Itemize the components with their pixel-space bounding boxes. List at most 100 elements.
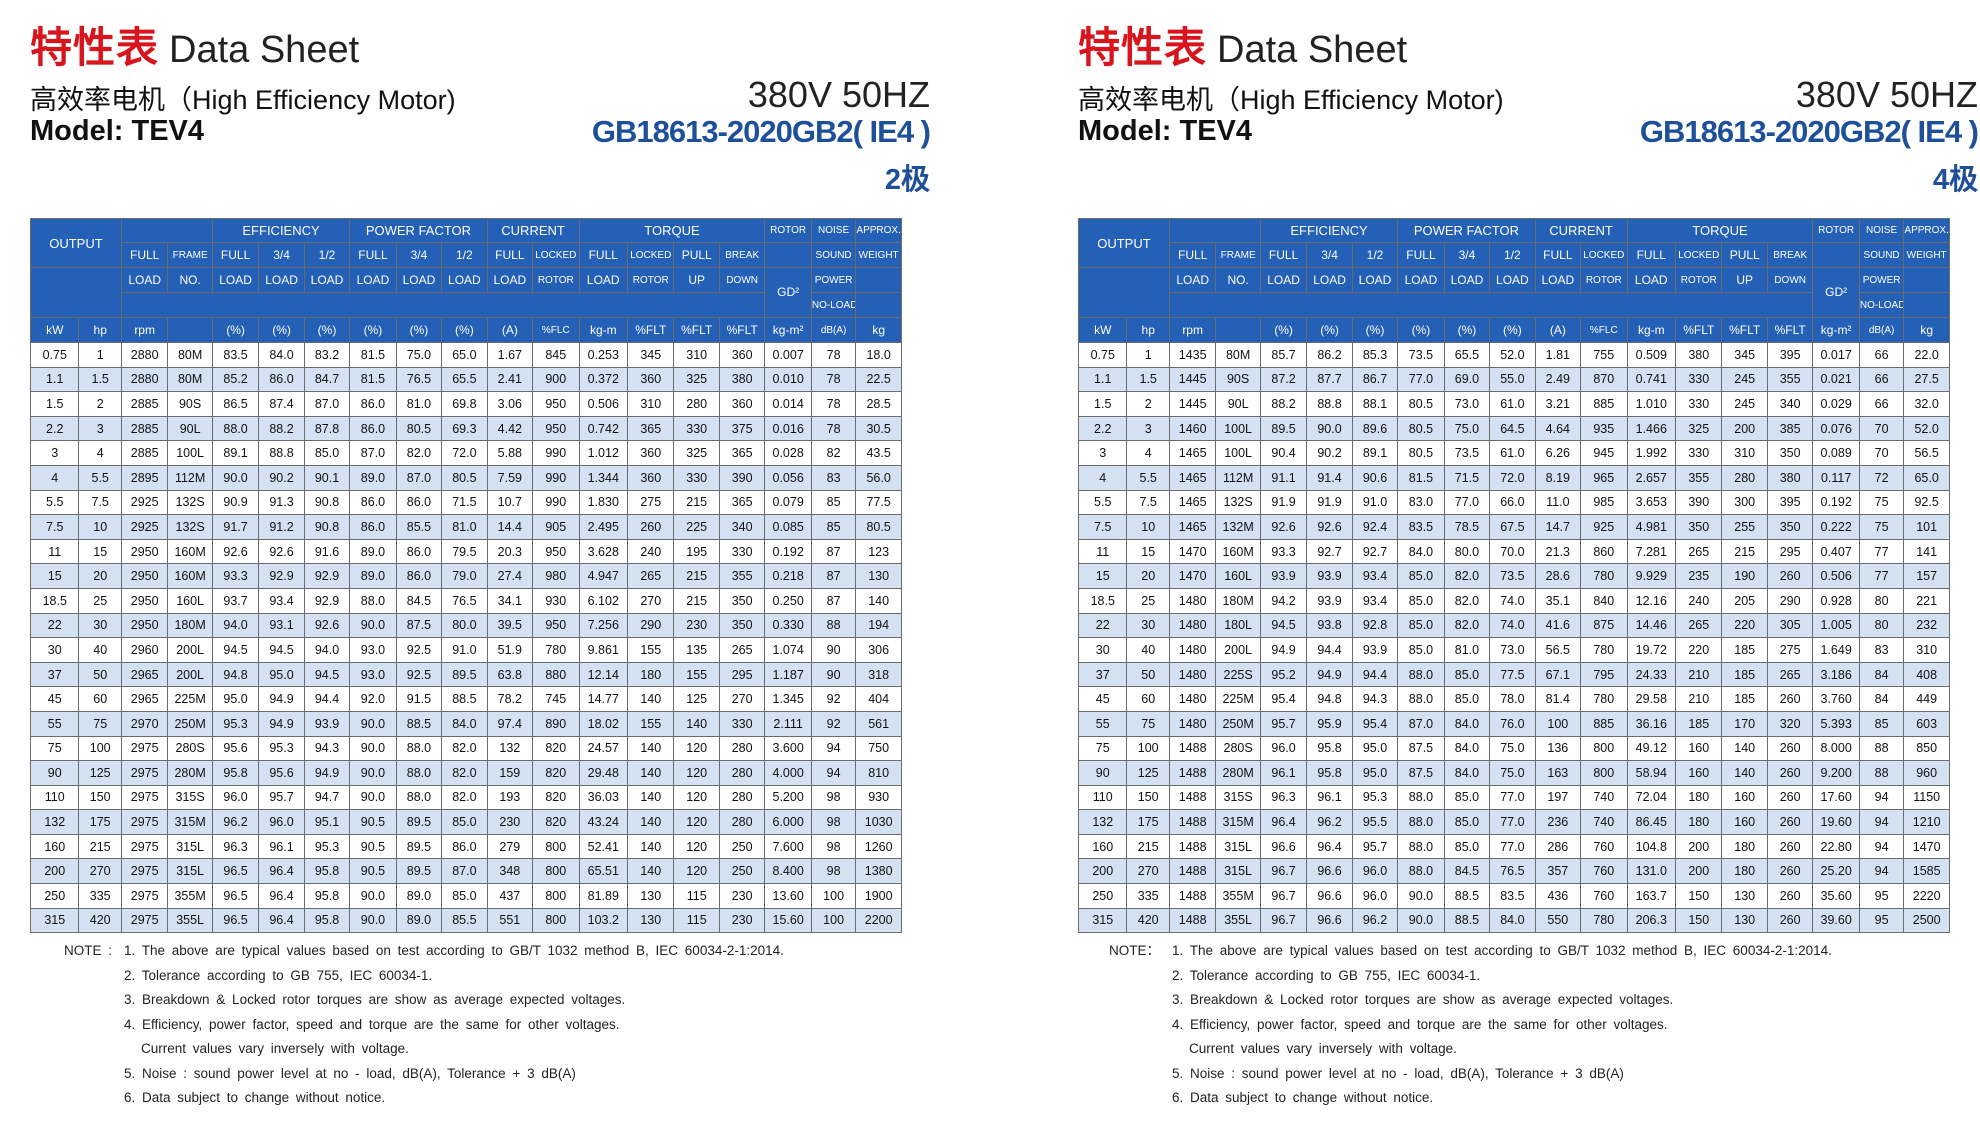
table-cell: 925 (1580, 514, 1628, 540)
table-cell: 230 (673, 612, 720, 639)
table-cell: 140 (627, 809, 675, 835)
subtitle: 高效率电机（High Efficiency Motor) (30, 85, 456, 115)
table-cell: 83.0 (1397, 489, 1445, 516)
table-cell: 7.5 (78, 489, 122, 516)
table-cell: 180M (167, 612, 213, 639)
table-cell: 81.5 (349, 342, 397, 368)
table-cell: 360 (627, 440, 675, 466)
header-efficiency: EFFICIENCY (211, 218, 351, 243)
note-label-spacer (1078, 1037, 1172, 1062)
table-cell: 82.0 (395, 440, 443, 466)
table-cell: 24.57 (578, 735, 629, 762)
table-cell: 60 (1126, 686, 1170, 712)
table-cell: 275 (627, 489, 675, 516)
table-cell: 87.5 (395, 612, 443, 639)
table-cell: 2950 (120, 612, 169, 639)
table-cell: 900 (532, 366, 580, 393)
table-cell: 135 (673, 637, 720, 663)
table-cell: 96.5 (211, 907, 260, 934)
table-cell: 91.1 (1259, 464, 1308, 491)
table-cell: 30 (78, 612, 122, 639)
table-row: 45 60 1480 225M 95.4 94.8 94.3 88.0 85.0 78.0 81.4… (1077, 686, 1950, 712)
table-cell: 56.5 (1534, 637, 1582, 663)
table-cell: 93.3 (211, 563, 260, 589)
table-cell: 1488 (1168, 735, 1217, 762)
table-cell: 96.2 (211, 809, 260, 835)
table-cell: 2 (78, 391, 122, 417)
table-cell: 175 (1126, 809, 1170, 835)
header-current: CURRENT (1534, 218, 1628, 243)
table-cell: 95.8 (211, 760, 260, 786)
table-cell: 265 (1766, 661, 1814, 688)
table-row: 11 15 1470 160M 93.3 92.7 92.7 84.0 80.0 70.0 21.3… (1077, 538, 1950, 565)
table-cell: 780 (1580, 563, 1628, 589)
table-cell: 66 (1858, 342, 1905, 368)
title-english: Data Sheet (169, 29, 360, 71)
table-cell: 390 (1675, 489, 1723, 516)
unit-cell: kg-m (578, 317, 629, 343)
table-cell: 6.000 (764, 809, 812, 835)
table-cell: 83 (1858, 637, 1905, 663)
table-cell: 0.079 (764, 489, 812, 516)
table-cell: 800 (532, 833, 580, 860)
table-cell: 0.253 (578, 342, 629, 368)
table-cell: 49.12 (1626, 735, 1677, 762)
table-cell: 132 (29, 809, 80, 835)
header-approx: APPROX. (855, 218, 902, 243)
table-cell: 92.7 (1351, 538, 1399, 565)
table-cell: 170 (1721, 710, 1768, 737)
table-cell: 96.7 (1259, 907, 1308, 934)
table-cell: 0.218 (764, 563, 812, 589)
table-cell: 86.7 (1351, 366, 1399, 393)
table-cell: 85.0 (1397, 637, 1445, 663)
table-cell: 90.0 (211, 464, 260, 491)
table-cell: 98 (810, 858, 857, 885)
table-cell: 880 (532, 661, 580, 688)
table-cell: 280S (167, 735, 213, 762)
table-cell: 94.5 (211, 637, 260, 663)
table-cell: 190 (1721, 563, 1768, 589)
table-cell: 89.5 (395, 833, 443, 860)
header-cell: LOAD (1168, 267, 1217, 293)
table-cell: 93.9 (303, 710, 351, 737)
table-cell: 96.6 (1306, 883, 1353, 909)
table-cell: 2970 (120, 710, 169, 737)
table-cell: 77.5 (855, 489, 902, 516)
table-cell: 3.600 (764, 735, 812, 762)
table-cell: 4.42 (486, 415, 534, 442)
table-cell: 22.80 (1812, 833, 1860, 860)
table-cell: 1480 (1168, 686, 1217, 712)
table-cell: 2.2 (1077, 415, 1128, 442)
table-cell: 0.076 (1812, 415, 1860, 442)
table-cell: 1488 (1168, 833, 1217, 860)
unit-cell (1215, 317, 1261, 343)
table-row: 160 215 1488 315L 96.6 96.4 95.7 88.0 85.0 77.0 28… (1077, 833, 1950, 860)
header-cell: FULL (120, 242, 169, 268)
table-cell: 280S (1215, 735, 1261, 762)
table-cell: 94.5 (303, 661, 351, 688)
table-cell: 91.9 (1259, 489, 1308, 516)
table-cell: 315M (1215, 809, 1261, 835)
table-cell: 92.9 (258, 563, 305, 589)
unit-cell: (A) (486, 317, 534, 343)
table-cell: 404 (855, 686, 902, 712)
table-cell: 160 (1077, 833, 1128, 860)
table-cell: 160L (167, 587, 213, 614)
table-cell: 1465 (1168, 514, 1217, 540)
table-cell: 310 (673, 342, 720, 368)
table-cell: 92 (810, 686, 857, 712)
table-cell: 89.5 (1259, 415, 1308, 442)
table-cell: 34.1 (486, 587, 534, 614)
table-cell: 77.0 (1489, 809, 1536, 835)
table-cell: 2975 (120, 760, 169, 786)
table-cell: 380 (1766, 464, 1814, 491)
table-cell: 83.5 (211, 342, 260, 368)
unit-cell: kg-m² (764, 317, 812, 343)
table-cell: 5.393 (1812, 710, 1860, 737)
table-cell: 1488 (1168, 883, 1217, 909)
table-row: 110 150 2975 315S 96.0 95.7 94.7 90.0 88.0 82.0 19… (29, 784, 902, 811)
table-cell: 90L (167, 415, 213, 442)
model-label: Model: TEV4 (1078, 115, 1253, 147)
unit-cell: (%) (1351, 317, 1399, 343)
table-cell: 4.000 (764, 760, 812, 786)
